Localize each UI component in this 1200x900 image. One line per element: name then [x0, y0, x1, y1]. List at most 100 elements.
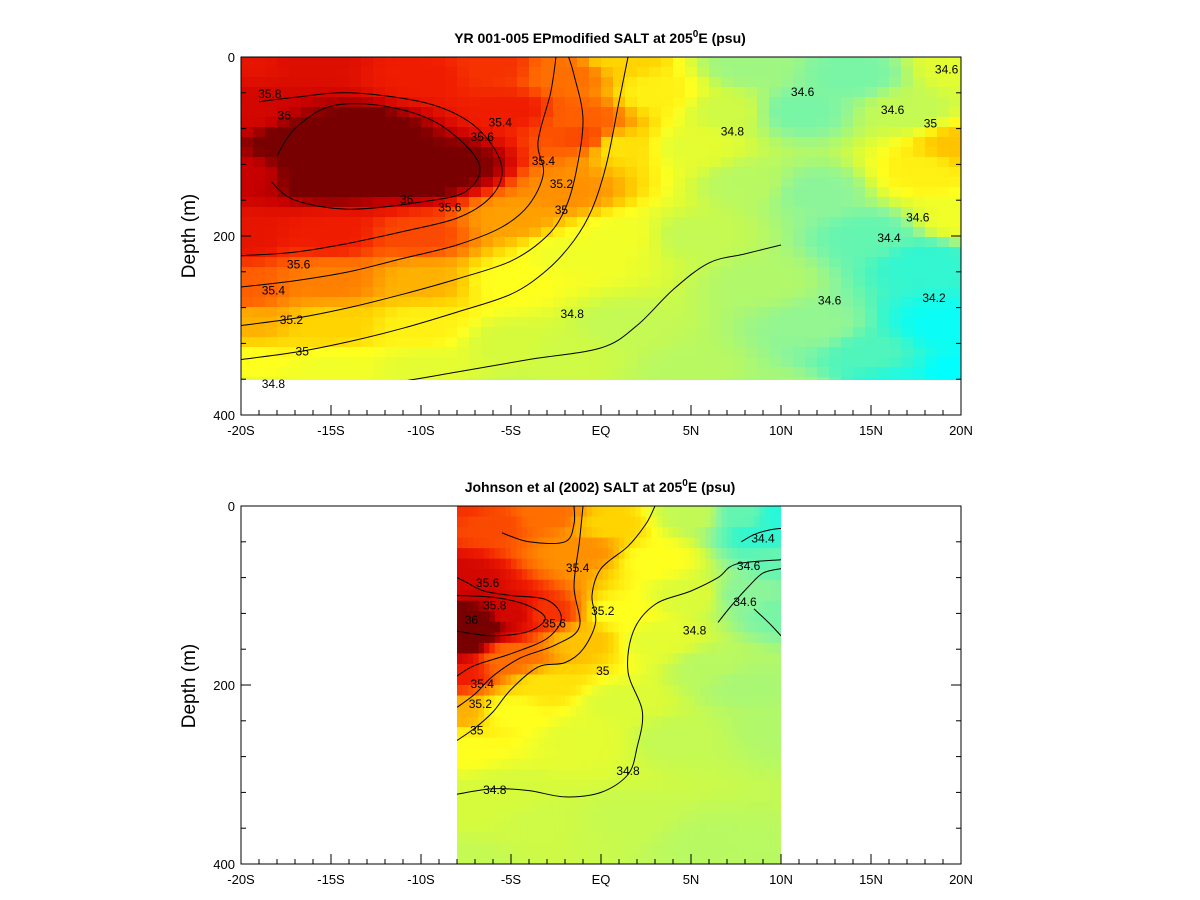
salinity-cell [469, 197, 482, 208]
salinity-cell [511, 579, 517, 591]
salinity-cell [635, 663, 642, 676]
salinity-cell [469, 87, 482, 98]
salinity-cell [445, 307, 458, 318]
salinity-cell [757, 127, 770, 138]
salinity-cell [253, 87, 266, 98]
salinity-cell [517, 137, 530, 148]
salinity-cell [570, 685, 577, 697]
salinity-cell [656, 842, 663, 855]
salinity-cell [421, 87, 434, 98]
salinity-cell [511, 621, 517, 633]
salinity-cell [737, 779, 744, 791]
salinity-cell [733, 247, 746, 258]
salinity-cell [493, 157, 506, 168]
salinity-cell [301, 377, 314, 380]
salinity-cell [521, 842, 528, 855]
salinity-cell [624, 579, 631, 591]
salinity-cell [901, 157, 914, 168]
salinity-cell [629, 748, 636, 760]
salinity-cell [685, 267, 698, 278]
salinity-cell [489, 663, 496, 676]
salinity-cell [541, 297, 554, 308]
salinity-cell [925, 177, 938, 188]
salinity-cell [913, 127, 926, 138]
salinity-cell [646, 811, 652, 823]
salinity-cell [770, 706, 777, 718]
salinity-cell [925, 367, 938, 378]
salinity-cell [397, 307, 410, 318]
salinity-cell [517, 117, 530, 128]
salinity-cell [705, 685, 712, 697]
salinity-cell [689, 737, 696, 749]
salinity-cell [716, 516, 723, 528]
salinity-cell [541, 387, 554, 398]
salinity-cell [517, 337, 530, 348]
salinity-cell [853, 237, 866, 248]
salinity-cell [349, 267, 362, 278]
salinity-cell [554, 842, 561, 855]
salinity-cell [589, 287, 602, 298]
salinity-cell [733, 97, 746, 108]
salinity-cell [635, 800, 642, 812]
salinity-cell [646, 853, 652, 864]
salinity-cell [577, 297, 590, 308]
salinity-cell [608, 758, 615, 770]
salinity-cell [793, 57, 806, 68]
salinity-cell [721, 748, 728, 760]
salinity-cell [613, 506, 620, 518]
salinity-cell [732, 832, 739, 844]
salinity-cell [769, 237, 782, 248]
salinity-cell [748, 506, 755, 518]
salinity-cell [769, 157, 782, 168]
salinity-cell [493, 277, 506, 288]
salinity-cell [716, 506, 723, 518]
salinity-cell [577, 127, 590, 138]
contour-label: 35.4 [566, 561, 590, 575]
salinity-cell [737, 558, 744, 570]
salinity-cell [505, 727, 512, 739]
salinity-cell [689, 621, 696, 633]
salinity-cell [721, 685, 728, 697]
salinity-cell [489, 611, 496, 623]
salinity-cell [581, 706, 588, 718]
salinity-cell [554, 516, 561, 528]
salinity-cell [925, 277, 938, 288]
salinity-cell [727, 558, 733, 570]
salinity-cell [694, 642, 701, 655]
salinity-cell [543, 506, 550, 518]
salinity-cell [716, 632, 723, 644]
salinity-cell [575, 779, 582, 791]
salinity-cell [635, 590, 642, 602]
salinity-cell [764, 611, 771, 623]
salinity-cell [748, 695, 755, 707]
salinity-cell [716, 569, 723, 581]
salinity-cell [565, 117, 578, 128]
salinity-cell [877, 287, 890, 298]
salinity-cell [301, 77, 314, 88]
salinity-cell [373, 67, 386, 78]
salinity-cell [529, 337, 542, 348]
salinity-cell [457, 800, 463, 812]
salinity-cell [253, 157, 266, 168]
salinity-cell [494, 621, 501, 633]
salinity-cell [493, 127, 506, 138]
salinity-cell [577, 77, 590, 88]
salinity-cell [457, 611, 463, 623]
salinity-cell [667, 663, 674, 676]
salinity-cell [667, 506, 674, 518]
salinity-cell [721, 642, 728, 655]
salinity-cell [793, 157, 806, 168]
salinity-cell [586, 611, 593, 623]
salinity-cell [548, 548, 555, 560]
salinity-cell [462, 663, 469, 676]
salinity-cell [484, 653, 490, 665]
salinity-cell [745, 327, 758, 338]
salinity-cell [619, 790, 625, 802]
salinity-cell [511, 506, 517, 518]
salinity-cell [759, 621, 766, 633]
salinity-cell [745, 347, 758, 358]
salinity-cell [473, 832, 480, 844]
salinity-cell [253, 207, 266, 218]
salinity-cell [361, 157, 374, 168]
salinity-cell [494, 842, 501, 855]
